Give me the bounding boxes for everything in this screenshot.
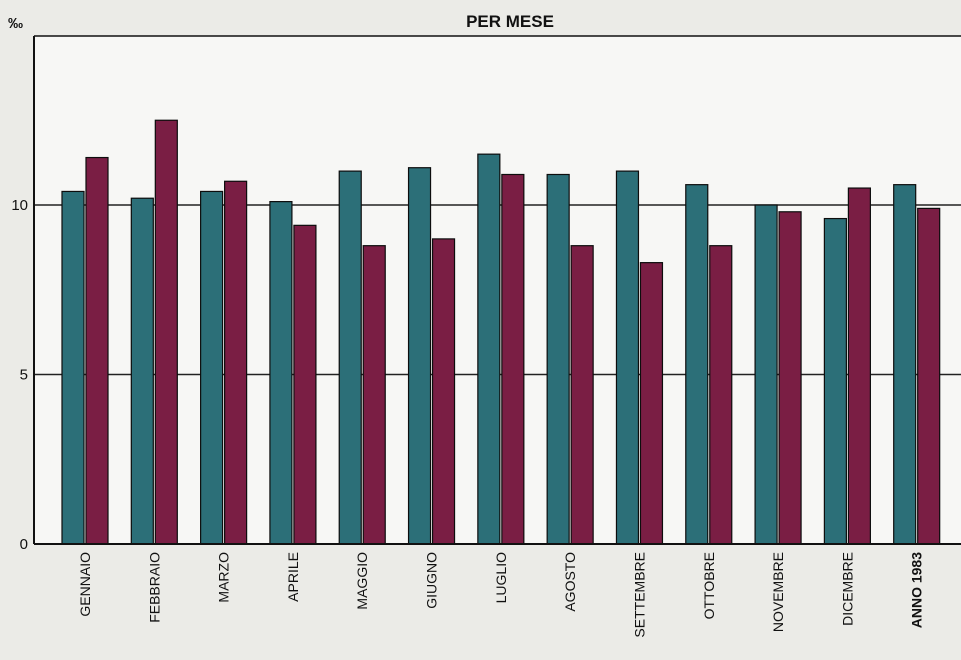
bar-series-1 — [269, 201, 293, 545]
x-tick-label: MARZO — [216, 552, 232, 603]
x-tick-label: SETTEMBRE — [631, 552, 647, 638]
x-tick-label: APRILE — [285, 552, 301, 602]
bar-series-2 — [709, 245, 733, 545]
bar-series-2 — [224, 180, 248, 545]
bar-series-1 — [407, 167, 432, 545]
bar-series-2 — [431, 238, 456, 545]
bar-series-1 — [893, 184, 917, 545]
bars — [61, 119, 941, 545]
bar-series-2 — [293, 224, 317, 545]
bar-series-1 — [685, 184, 709, 545]
x-tick-label: NOVEMBRE — [770, 552, 786, 632]
bar-series-2 — [639, 262, 664, 545]
bar-series-2 — [85, 156, 109, 545]
bar-series-2 — [778, 211, 802, 545]
y-tick-label: 10 — [11, 197, 28, 214]
x-tick-label: GIUGNO — [424, 552, 440, 609]
x-tick-label: MAGGIO — [354, 552, 370, 610]
bar-series-1 — [338, 170, 362, 545]
y-axis-unit: ‰ — [8, 15, 23, 32]
x-tick-label: LUGLIO — [493, 552, 509, 603]
bar-series-2 — [501, 173, 525, 545]
bar-series-2 — [847, 187, 871, 545]
bar-series-1 — [130, 197, 154, 545]
chart-title: PER MESE — [466, 12, 554, 31]
bar-series-2 — [362, 245, 386, 545]
bar-series-1 — [615, 170, 640, 545]
x-tick-label: AGOSTO — [562, 552, 578, 612]
x-tick-label: ANNO 1983 — [909, 552, 925, 628]
x-axis-labels: GENNAIO FEBBRAIO MARZO APRILE MAGGIO GIUGNO LU… — [77, 552, 925, 638]
bar-series-2 — [154, 119, 178, 545]
y-tick-label: 0 — [20, 536, 28, 553]
x-tick-label: DICEMBRE — [839, 552, 855, 626]
y-tick-label: 5 — [20, 367, 28, 384]
x-tick-label: OTTOBRE — [701, 552, 717, 619]
bar-series-2 — [917, 207, 941, 545]
bar-series-1 — [477, 153, 501, 545]
bar-series-1 — [61, 190, 85, 545]
x-tick-label: GENNAIO — [77, 552, 93, 617]
x-tick-label: FEBBRAIO — [146, 552, 162, 623]
bar-series-1 — [200, 190, 224, 545]
bar-series-1 — [823, 217, 847, 545]
bar-series-1 — [546, 173, 570, 545]
bar-series-2 — [570, 245, 594, 545]
bar-series-1 — [754, 204, 778, 545]
y-axis-ticks: 0 5 10 — [11, 197, 28, 553]
